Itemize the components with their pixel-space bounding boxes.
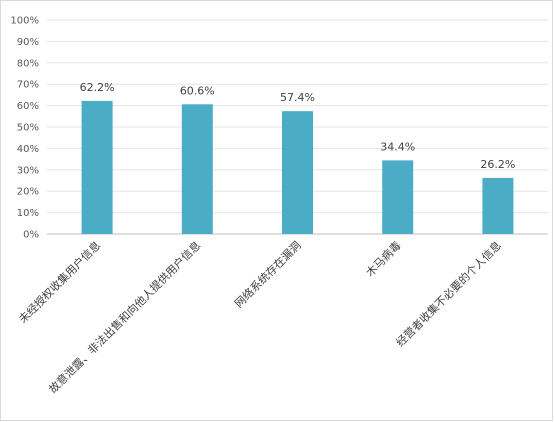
bar: [382, 160, 414, 234]
y-tick-label: 90%: [17, 37, 39, 48]
x-category-label: 故意泄露、非法出售和向他人提供用户信息: [46, 238, 204, 396]
y-tick-label: 10%: [17, 208, 39, 219]
data-label: 60.6%: [180, 84, 215, 97]
bar: [81, 100, 113, 234]
data-label: 62.2%: [80, 81, 115, 94]
y-tick-label: 50%: [17, 123, 39, 134]
data-label: 26.2%: [480, 158, 515, 171]
bar: [282, 111, 313, 234]
x-category-label: 未经授权收集用户信息: [16, 238, 104, 326]
x-category-label: 经营者收集不必要的个人信息: [393, 238, 504, 349]
bar: [181, 104, 213, 234]
y-tick-label: 80%: [17, 58, 39, 69]
y-tick-label: 0%: [23, 230, 39, 241]
data-label: 34.4%: [380, 140, 415, 153]
y-tick-label: 70%: [17, 80, 39, 91]
x-category-label: 木马病毒: [363, 238, 404, 279]
y-tick-label: 20%: [17, 187, 39, 198]
x-category-label: 网络系统存在漏洞: [231, 238, 303, 310]
y-tick-label: 100%: [10, 16, 39, 27]
bar: [482, 177, 514, 234]
data-label: 57.4%: [280, 91, 315, 104]
y-tick-label: 30%: [17, 165, 39, 176]
y-tick-label: 40%: [17, 144, 39, 155]
y-tick-label: 60%: [17, 101, 39, 112]
